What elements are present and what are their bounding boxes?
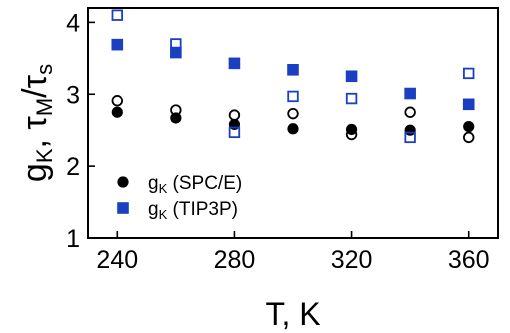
data-point-open-circle	[345, 128, 358, 141]
plot-frame	[87, 7, 499, 239]
data-point-open-circle	[170, 104, 182, 116]
data-point-open-square	[345, 92, 358, 105]
y-tick-label: 1	[66, 225, 80, 253]
data-point-filled-square	[111, 38, 124, 51]
y-axis-title: gK, τM/τs	[16, 64, 57, 182]
y-title-tau2-sub: s	[32, 64, 57, 75]
data-point-open-square	[111, 9, 123, 21]
x-axis-title: T, K	[265, 296, 320, 332]
legend-marker-filled-circle	[117, 176, 129, 188]
data-point-open-square	[170, 38, 182, 50]
y-tick-label: 2	[66, 153, 80, 181]
data-point-filled-circle	[170, 112, 182, 124]
x-tick-label: 320	[331, 246, 373, 274]
x-tick-label: 360	[448, 246, 490, 274]
data-point-filled-square	[462, 98, 475, 111]
y-tick-label: 4	[66, 9, 80, 37]
y-title-slash: /	[16, 88, 54, 98]
legend: gK (SPC/E) gK (TIP3P)	[117, 173, 242, 222]
y-tick-label: 3	[66, 81, 80, 109]
data-point-open-circle	[287, 107, 299, 120]
data-point-open-square	[404, 131, 416, 144]
legend-label: gK (SPC/E)	[148, 173, 242, 196]
data-point-filled-square	[287, 64, 299, 76]
y-title-tau1-sub: M	[32, 98, 57, 116]
axis-ticks: 240 280 320 360 1 2 3 4	[66, 9, 489, 274]
data-point-open-circle	[111, 95, 123, 107]
data-point-open-square	[287, 90, 299, 103]
legend-label: gK (TIP3P)	[148, 199, 238, 222]
data-point-open-square	[228, 126, 241, 139]
data-point-filled-square	[170, 46, 182, 59]
y-title-tau2: τ	[16, 74, 54, 88]
data-point-open-circle	[463, 131, 475, 144]
legend-marker-filled-square	[117, 202, 129, 214]
y-title-tau1: τ	[16, 116, 54, 130]
y-title-g: g	[16, 163, 54, 182]
data-point-filled-square	[228, 57, 241, 70]
y-title-g-sub: K	[32, 148, 57, 163]
x-tick-label: 240	[96, 246, 138, 274]
data-point-open-circle	[404, 106, 416, 118]
chart-marks	[111, 9, 475, 144]
x-tick-label: 280	[214, 246, 256, 274]
data-point-filled-circle	[463, 120, 475, 133]
y-title-sep: ,	[16, 130, 54, 149]
data-point-filled-square	[345, 70, 358, 83]
data-point-open-circle	[228, 109, 241, 121]
data-point-filled-circle	[111, 106, 123, 118]
data-point-filled-square	[404, 87, 416, 100]
data-point-open-square	[463, 67, 475, 80]
data-point-filled-circle	[287, 123, 299, 135]
